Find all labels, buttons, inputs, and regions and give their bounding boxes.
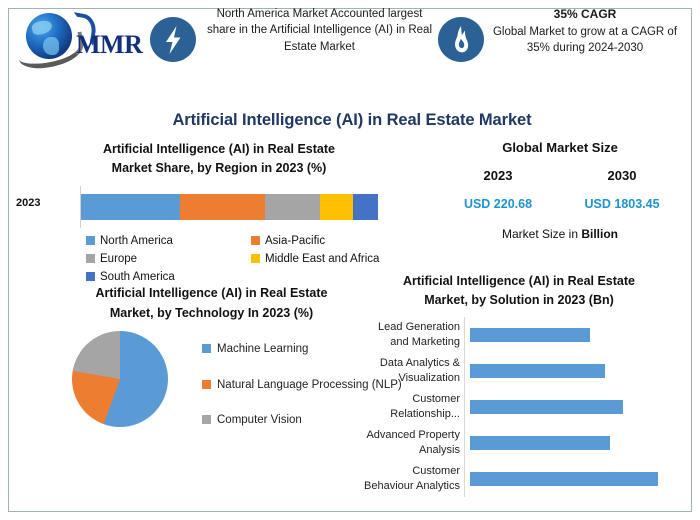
legend-swatch: [86, 272, 95, 282]
solution-row: Customer Behaviour Analytics: [340, 461, 684, 497]
region-segment-middle-east-and-africa[interactable]: [320, 193, 353, 220]
legend-item[interactable]: Computer Vision: [202, 412, 402, 429]
market-size-value-base: USD 220.68: [463, 197, 533, 211]
solution-chart-title: Artificial Intelligence (AI) in Real Est…: [402, 274, 635, 308]
solution-bar[interactable]: [470, 399, 624, 414]
market-size-unit-note: Market Size in Billion: [436, 227, 684, 241]
solution-bar-chart: Artificial Intelligence (AI) in Real Est…: [340, 272, 684, 510]
technology-chart-plot: Machine Learning Natural Language Proces…: [14, 329, 409, 499]
header-highlight-text: 35% CAGR Global Market to grow at a CAGR…: [484, 6, 678, 57]
page-title: Artificial Intelligence (AI) in Real Est…: [172, 111, 532, 129]
header-highlight-text: North America Market Accounted largest s…: [207, 8, 432, 53]
market-size-value-forecast: USD 1803.45: [584, 197, 660, 211]
cagr-description: Global Market to grow at a CAGR of 35% d…: [492, 26, 678, 55]
legend-item[interactable]: North America: [86, 232, 251, 250]
global-market-size-panel: Global Market Size 2023 2030 USD 220.68 …: [436, 140, 684, 241]
legend-item[interactable]: Machine Learning: [202, 341, 402, 358]
globe-icon: [26, 13, 72, 59]
header-highlight-north-america: North America Market Accounted largest s…: [150, 6, 435, 62]
solution-bar[interactable]: [470, 471, 658, 486]
lightning-bolt-icon: [150, 17, 196, 62]
region-segment-south-america[interactable]: [352, 193, 378, 220]
infographic-frame: [8, 8, 692, 512]
flame-icon: [438, 17, 484, 62]
region-category-label: 2023: [16, 196, 41, 209]
brand-logo[interactable]: MMR: [16, 8, 150, 72]
legend-item[interactable]: Europe: [86, 250, 251, 268]
legend-label: Middle East and Africa: [265, 252, 380, 265]
region-chart-plot: 2023: [14, 185, 424, 228]
brand-logo-text: MMR: [76, 30, 143, 59]
technology-share-chart: Artificial Intelligence (AI) in Real Est…: [14, 283, 409, 513]
region-chart-axis: [80, 185, 81, 228]
market-size-year-base: 2023: [483, 168, 513, 183]
legend-label: South America: [100, 270, 175, 283]
region-stacked-bar: [81, 193, 378, 220]
legend-item[interactable]: Natural Language Processing (NLP): [202, 377, 402, 394]
global-market-size-values: USD 220.68 USD 1803.45: [436, 197, 684, 211]
market-size-year-forecast: 2030: [607, 168, 637, 183]
technology-chart-title: Artificial Intelligence (AI) in Real Est…: [95, 286, 328, 320]
legend-item[interactable]: Asia-Pacific: [251, 232, 416, 250]
legend-label: North America: [100, 234, 173, 247]
legend-swatch: [86, 236, 95, 246]
legend-swatch: [251, 236, 260, 246]
solution-bar[interactable]: [470, 435, 610, 450]
global-market-size-title: Global Market Size: [502, 140, 618, 155]
technology-pie[interactable]: [72, 331, 168, 427]
legend-label: Asia-Pacific: [265, 234, 326, 247]
global-market-size-years: 2023 2030: [436, 168, 684, 183]
solution-bar[interactable]: [470, 363, 605, 378]
region-share-chart: Artificial Intelligence (AI) in Real Est…: [14, 140, 424, 285]
header-highlight-cagr: 35% CAGR Global Market to grow at a CAGR…: [438, 6, 678, 62]
legend-item[interactable]: South America: [86, 268, 251, 286]
legend-swatch: [202, 415, 211, 425]
solution-chart-axis: [464, 316, 465, 497]
cagr-value: 35% CAGR: [553, 7, 617, 21]
region-segment-europe[interactable]: [265, 193, 321, 220]
legend-label: Natural Language Processing (NLP): [217, 378, 402, 391]
market-size-unit: Billion: [581, 227, 619, 241]
solution-category-label: Advanced Property Analysis: [366, 429, 460, 456]
legend-swatch: [86, 254, 95, 264]
market-size-unit-prefix: Market Size in: [501, 227, 582, 241]
legend-item[interactable]: Middle East and Africa: [251, 250, 416, 268]
region-segment-asia-pacific[interactable]: [180, 193, 266, 220]
technology-chart-legend: Machine Learning Natural Language Proces…: [202, 341, 402, 448]
solution-category-label: Customer Behaviour Analytics: [364, 465, 460, 492]
solution-row: Lead Generation and Marketing: [340, 317, 684, 353]
legend-swatch: [202, 379, 211, 389]
legend-label: Machine Learning: [217, 343, 309, 355]
solution-category-label: Customer Relationship...: [390, 393, 460, 420]
legend-label: Computer Vision: [217, 414, 302, 427]
region-chart-title: Artificial Intelligence (AI) in Real Est…: [102, 142, 335, 176]
solution-category-label: Data Analytics & Visualization: [379, 357, 460, 384]
legend-swatch: [251, 254, 260, 264]
solution-chart-plot: Lead Generation and Marketing Data Analy…: [340, 316, 684, 497]
header: MMR North America Market Accounted large…: [10, 2, 677, 129]
solution-row: Customer Relationship...: [340, 389, 684, 425]
region-segment-north-america[interactable]: [81, 193, 181, 220]
region-chart-legend: North America Asia-Pacific Europe Middle…: [86, 232, 416, 286]
legend-swatch: [202, 344, 211, 353]
solution-bar[interactable]: [470, 327, 590, 342]
solution-category-label: Lead Generation and Marketing: [378, 321, 460, 348]
legend-label: Europe: [100, 252, 138, 265]
solution-row: Advanced Property Analysis: [340, 425, 684, 461]
solution-row: Data Analytics & Visualization: [340, 353, 684, 389]
